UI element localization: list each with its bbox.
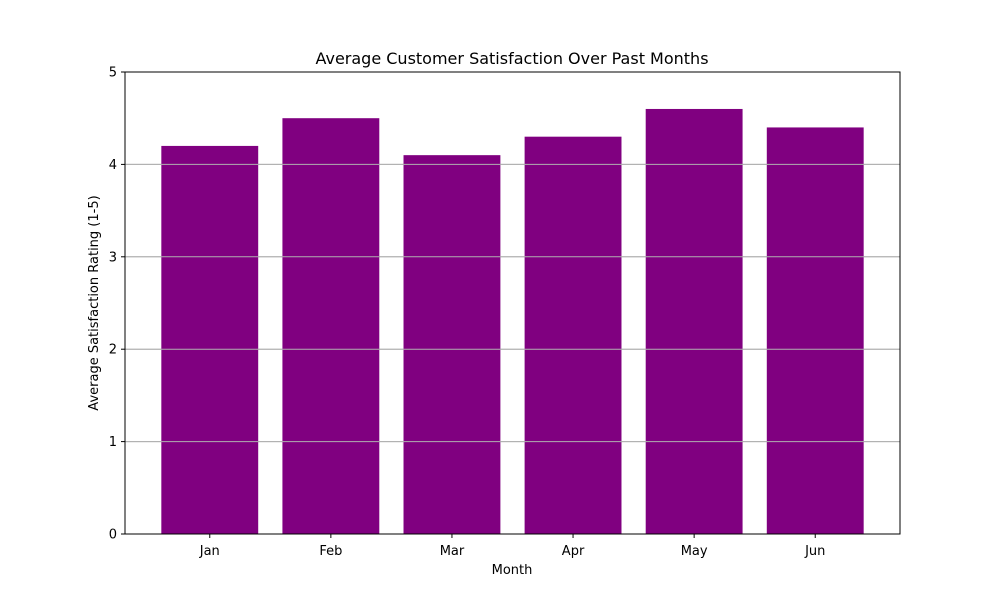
x-tick-label: May — [681, 544, 708, 559]
x-tick-label: Apr — [562, 544, 585, 559]
x-axis-ticks: Jan Feb Mar Apr May Jun — [199, 534, 825, 559]
bar-jun — [766, 127, 864, 534]
y-tick-label: 4 — [109, 158, 117, 173]
x-axis-label: Month — [492, 563, 533, 578]
y-tick-label: 0 — [109, 528, 117, 543]
bar-apr — [524, 136, 622, 534]
bar-feb — [282, 118, 380, 534]
plot-frame — [124, 71, 901, 535]
y-tick-label: 3 — [109, 250, 117, 265]
x-tick-label: Jan — [199, 544, 220, 559]
y-axis-ticks: 0 1 2 3 4 5 — [109, 66, 125, 543]
bars — [125, 108, 900, 535]
x-tick-label: Jun — [804, 544, 825, 559]
bar-may — [645, 108, 743, 535]
y-tick-label: 5 — [109, 66, 117, 81]
x-tick-label: Mar — [440, 544, 465, 559]
chart-title: Average Customer Satisfaction Over Past … — [315, 49, 708, 68]
bar-jan — [161, 145, 259, 535]
y-axis-label: Average Satisfaction Rating (1-5) — [87, 195, 102, 410]
bar-mar — [403, 155, 501, 534]
x-tick-label: Feb — [319, 544, 342, 559]
y-tick-label: 2 — [109, 343, 117, 358]
y-tick-label: 1 — [109, 435, 117, 450]
